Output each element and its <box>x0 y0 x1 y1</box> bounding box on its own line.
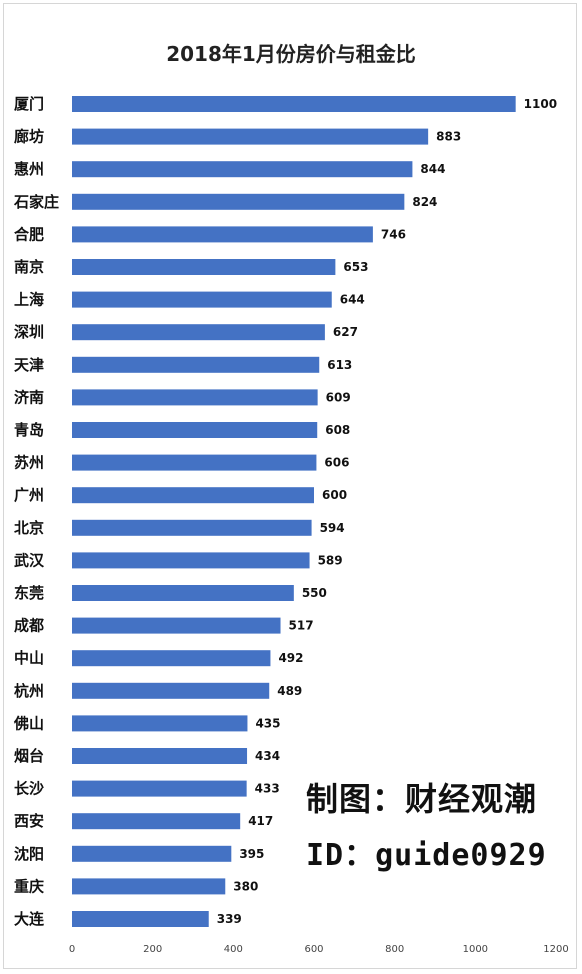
bar <box>72 161 413 178</box>
bar <box>72 845 232 862</box>
x-tick-label: 1000 <box>463 944 488 955</box>
category-label: 大连 <box>14 910 45 928</box>
category-label: 南京 <box>14 258 44 276</box>
data-label: 613 <box>327 358 352 372</box>
data-label: 417 <box>248 814 273 828</box>
category-label: 苏州 <box>14 454 44 472</box>
bar <box>72 911 209 927</box>
category-label: 广州 <box>14 486 44 504</box>
data-label: 550 <box>302 586 327 600</box>
category-label: 成都 <box>14 617 44 635</box>
data-label: 517 <box>289 619 314 633</box>
data-label: 600 <box>322 488 347 502</box>
bar <box>72 128 429 145</box>
data-label: 339 <box>217 912 242 926</box>
bar <box>72 682 270 699</box>
data-label: 435 <box>255 716 280 730</box>
data-label: 380 <box>233 879 258 893</box>
data-label: 824 <box>412 195 437 209</box>
category-label: 天津 <box>14 356 44 374</box>
chart-title: 2018年1月份房价与租金比 <box>166 42 416 66</box>
category-label: 东莞 <box>14 584 44 602</box>
category-label: 长沙 <box>14 780 44 798</box>
data-label: 594 <box>320 521 345 535</box>
x-tick-label: 0 <box>69 944 75 955</box>
bar <box>72 454 317 471</box>
data-label: 746 <box>381 227 406 241</box>
data-label: 489 <box>277 684 302 698</box>
bar <box>72 96 516 112</box>
x-tick-label: 400 <box>224 944 243 955</box>
data-label: 1100 <box>524 97 557 111</box>
category-label: 惠州 <box>14 160 44 178</box>
category-label: 青岛 <box>14 421 44 439</box>
x-tick-label: 800 <box>385 944 404 955</box>
data-label: 653 <box>343 260 368 274</box>
bar <box>72 519 312 536</box>
category-label: 石家庄 <box>13 193 59 211</box>
bar <box>72 715 248 732</box>
bar <box>72 878 226 895</box>
category-label: 上海 <box>14 291 44 309</box>
category-label: 沈阳 <box>14 845 44 863</box>
bar <box>72 193 405 210</box>
data-label: 883 <box>436 130 461 144</box>
category-label: 合肥 <box>13 225 44 243</box>
data-label: 844 <box>420 162 445 176</box>
category-label: 济南 <box>14 388 44 406</box>
data-label: 627 <box>333 325 358 339</box>
bar <box>72 552 310 569</box>
data-label: 606 <box>324 456 349 470</box>
x-tick-label: 200 <box>143 944 162 955</box>
bar <box>72 813 241 830</box>
bar <box>72 748 248 764</box>
category-label: 北京 <box>14 519 44 537</box>
category-label: 佛山 <box>13 714 44 732</box>
data-label: 609 <box>326 390 351 404</box>
bar <box>72 259 336 275</box>
bar <box>72 422 318 438</box>
watermark-line1: 制图：财经观潮 <box>306 780 538 818</box>
category-label: 廊坊 <box>14 128 44 146</box>
data-label: 433 <box>255 782 280 796</box>
category-label: 西安 <box>14 812 44 830</box>
category-label: 杭州 <box>14 682 44 700</box>
category-label: 厦门 <box>14 95 44 113</box>
bar <box>72 291 332 308</box>
bar <box>72 324 325 341</box>
data-label: 395 <box>239 847 264 861</box>
data-label: 644 <box>340 293 365 307</box>
data-label: 492 <box>278 651 303 665</box>
category-label: 烟台 <box>14 747 44 765</box>
data-label: 589 <box>318 553 343 567</box>
category-label: 重庆 <box>14 877 44 895</box>
data-label: 608 <box>325 423 350 437</box>
bar <box>72 780 247 797</box>
bar <box>72 389 318 406</box>
bar <box>72 650 271 667</box>
data-label: 434 <box>255 749 280 763</box>
bar <box>72 487 314 504</box>
bar <box>72 226 373 243</box>
bar <box>72 585 294 601</box>
bar <box>72 356 320 373</box>
category-label: 武汉 <box>14 551 45 569</box>
watermark-line2: ID：guide0929 <box>306 838 547 873</box>
category-label: 深圳 <box>14 323 44 341</box>
category-label: 中山 <box>14 649 44 667</box>
x-tick-label: 600 <box>304 944 323 955</box>
bar <box>72 617 281 634</box>
x-tick-label: 1200 <box>543 944 568 955</box>
